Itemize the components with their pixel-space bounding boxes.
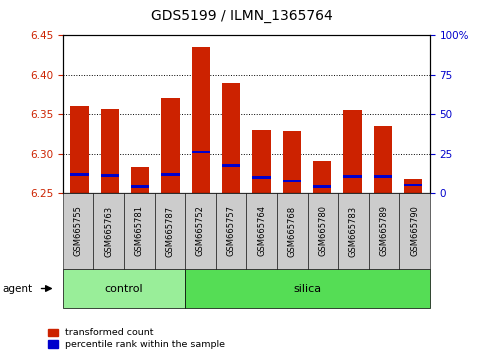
Text: GSM665790: GSM665790 (410, 206, 419, 256)
Bar (404, 179, 422, 193)
Text: GSM665752: GSM665752 (196, 206, 205, 256)
Bar (283, 131, 301, 193)
Text: GSM665755: GSM665755 (73, 206, 83, 256)
Text: silica: silica (294, 284, 322, 293)
Text: GSM665781: GSM665781 (135, 205, 144, 257)
Text: GSM665764: GSM665764 (257, 205, 266, 257)
Bar (131, 167, 149, 193)
Bar (374, 126, 392, 193)
Text: GSM665787: GSM665787 (165, 205, 174, 257)
Bar (71, 173, 88, 176)
Bar (253, 130, 270, 193)
Bar (253, 176, 270, 178)
Bar (192, 47, 210, 193)
Bar (101, 174, 119, 177)
Bar (192, 150, 210, 153)
Text: GSM665783: GSM665783 (349, 205, 358, 257)
Bar (161, 173, 180, 176)
Bar (313, 161, 331, 193)
Text: GSM665789: GSM665789 (380, 205, 388, 257)
Bar (313, 185, 331, 188)
Text: GSM665757: GSM665757 (227, 205, 236, 257)
Bar (222, 83, 240, 193)
Bar (222, 164, 240, 167)
Bar (404, 184, 422, 187)
Text: agent: agent (2, 284, 32, 293)
Text: GSM665768: GSM665768 (288, 205, 297, 257)
Legend: transformed count, percentile rank within the sample: transformed count, percentile rank withi… (48, 329, 225, 349)
Bar (374, 175, 392, 178)
Bar (343, 110, 362, 193)
Text: GSM665763: GSM665763 (104, 205, 113, 257)
Bar (131, 185, 149, 188)
Text: GDS5199 / ILMN_1365764: GDS5199 / ILMN_1365764 (151, 9, 332, 23)
Bar (71, 106, 88, 193)
Bar (101, 109, 119, 193)
Bar (161, 98, 180, 193)
Text: control: control (105, 284, 143, 293)
Bar (283, 180, 301, 183)
Bar (343, 175, 362, 178)
Text: GSM665780: GSM665780 (318, 205, 327, 257)
